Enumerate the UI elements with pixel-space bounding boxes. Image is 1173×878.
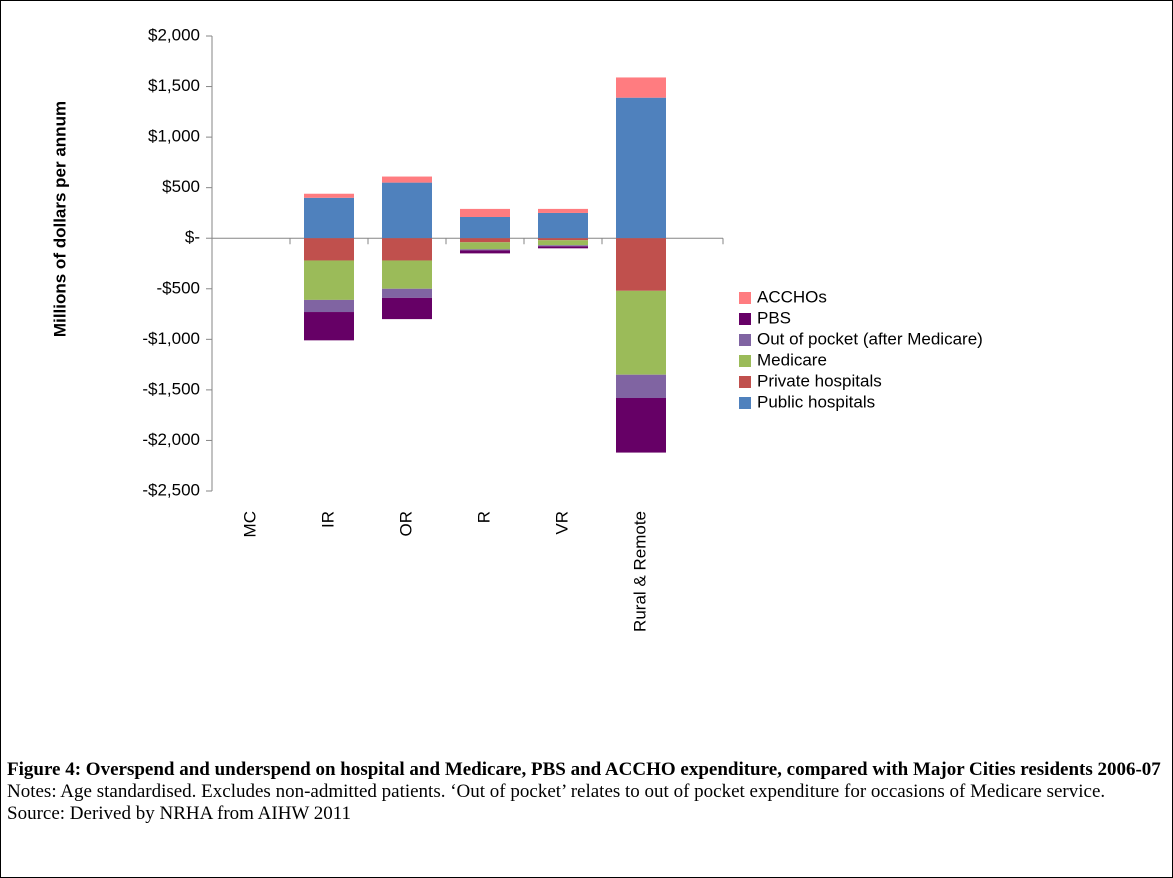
caption-title: Figure 4: Overspend and underspend on ho… (7, 759, 1161, 780)
bar-segment (538, 245, 588, 247)
bar-segment (538, 208, 588, 213)
legend-label: ACCHOs (757, 287, 827, 306)
bar-segment (304, 260, 354, 300)
legend-swatch (739, 355, 751, 367)
y-tick-label: $2,000 (148, 25, 200, 44)
bar-segment (616, 374, 666, 398)
legend-swatch (739, 334, 751, 346)
bar-segment (616, 397, 666, 453)
caption-notes: Notes: Age standardised. Excludes non-ad… (7, 781, 1106, 802)
y-axis-label: Millions of dollars per annum (50, 101, 69, 337)
legend-swatch (739, 397, 751, 409)
bar-segment (304, 299, 354, 313)
chart: Millions of dollars per annum $2,000 $1,5… (50, 25, 983, 632)
bar-segment (382, 288, 432, 298)
bar-segment (538, 212, 588, 239)
y-tick-label: -$500 (157, 278, 200, 297)
legend-label: Private hospitals (757, 371, 882, 390)
legend-swatch (739, 313, 751, 325)
bar-segment (616, 97, 666, 239)
legend-label: Public hospitals (757, 392, 875, 411)
bar-segment (382, 238, 432, 261)
x-tick-label: MC (240, 511, 259, 537)
x-tick-label: R (474, 511, 493, 523)
legend-label: Medicare (757, 350, 827, 369)
bar-segment (538, 246, 588, 249)
bar-segment (304, 193, 354, 198)
x-tick-label: VR (552, 511, 571, 535)
bar-segment (460, 208, 510, 217)
y-tick-label: -$2,500 (142, 480, 200, 499)
bar-segment (382, 176, 432, 183)
bar-segment (460, 249, 510, 251)
legend-label: PBS (757, 308, 791, 327)
y-tick-label: $- (185, 228, 200, 247)
bar-segment (460, 242, 510, 250)
bar-segment (616, 77, 666, 98)
bar-segment (304, 312, 354, 341)
bar-segment (538, 238, 588, 241)
bar-segment (616, 238, 666, 291)
y-tick-label: -$1,500 (142, 379, 200, 398)
bar-segment (382, 182, 432, 239)
bar-segment (460, 238, 510, 243)
bar-segment (460, 250, 510, 254)
y-tick-label: $1,500 (148, 76, 200, 95)
x-tick-label: OR (396, 511, 415, 537)
y-tick-label: -$1,000 (142, 329, 200, 348)
bar-segment (538, 240, 588, 246)
legend-label: Out of pocket (after Medicare) (757, 329, 983, 348)
x-tick-label: Rural & Remote (630, 511, 649, 632)
bar-segment (616, 290, 666, 375)
bar-segment (304, 238, 354, 261)
caption: Figure 4: Overspend and underspend on ho… (7, 759, 1167, 825)
y-tick-label: $500 (162, 177, 200, 196)
bar-segment (304, 197, 354, 239)
legend-swatch (739, 376, 751, 388)
y-tick-label: $1,000 (148, 127, 200, 146)
x-tick-label: IR (318, 511, 337, 528)
bar-segment (382, 297, 432, 320)
bar-segment (460, 216, 510, 239)
y-tick-label: -$2,000 (142, 430, 200, 449)
bar-segment (382, 260, 432, 289)
legend-swatch (739, 292, 751, 304)
caption-source: Source: Derived by NRHA from AIHW 2011 (7, 803, 352, 824)
